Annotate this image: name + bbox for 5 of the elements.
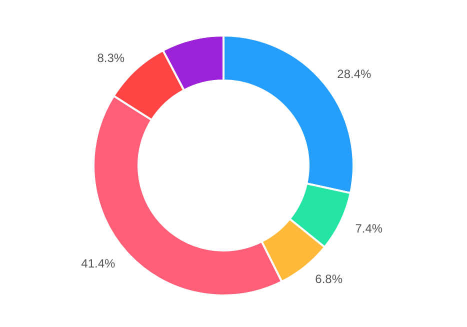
data-label: 8.3% [97, 51, 125, 66]
data-label: 41.4% [81, 256, 116, 270]
data-label: 6.8% [315, 272, 343, 286]
data-label: 7.4% [355, 221, 383, 236]
data-label: 28.4% [337, 66, 372, 81]
